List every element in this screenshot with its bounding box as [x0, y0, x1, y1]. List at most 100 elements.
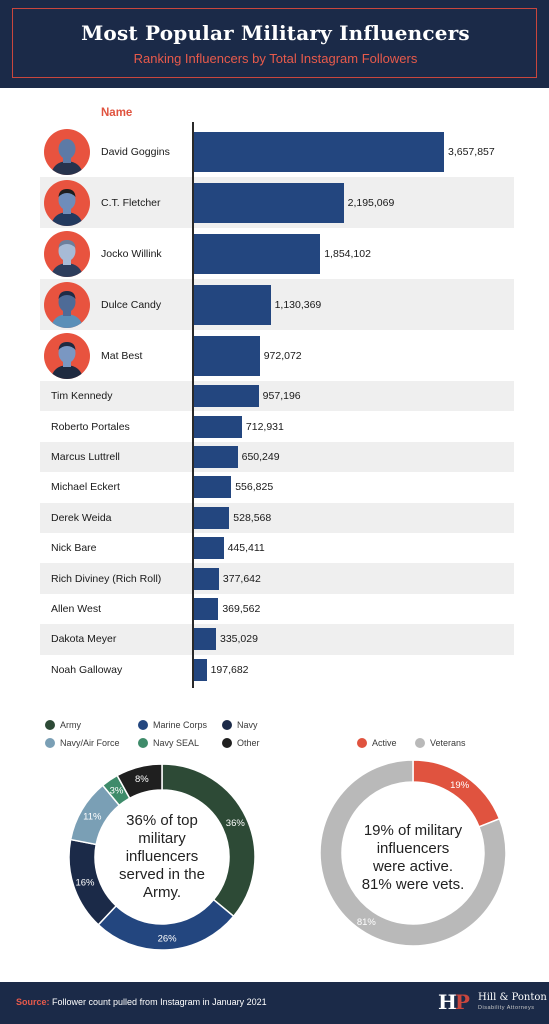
- bar-rich-diviney-rich-roll: [193, 567, 219, 590]
- center-text-line: influencers: [376, 840, 450, 857]
- bar-nick-bare: [193, 537, 224, 560]
- legend-label-other: Other: [237, 738, 260, 748]
- legend-item-other: Other: [222, 738, 260, 748]
- value-label-dulce-candy: 1,130,369: [274, 298, 322, 311]
- legend-swatch-army: [45, 720, 55, 730]
- name-label-tim-kennedy: Tim Kennedy: [51, 390, 113, 403]
- row-rich-diviney-rich-roll: [40, 563, 514, 594]
- bar-dakota-meyer: [193, 628, 216, 651]
- name-label-dulce-candy: Dulce Candy: [101, 298, 162, 311]
- legend-swatch-navy: [222, 720, 232, 730]
- bar-tim-kennedy: [193, 385, 259, 408]
- value-label-rich-diviney-rich-roll: 377,642: [222, 572, 261, 585]
- value-label-dakota-meyer: 335,029: [219, 633, 258, 646]
- value-label-marcus-luttrell: 650,249: [241, 451, 280, 463]
- row-nick-bare: [40, 533, 514, 563]
- avatar-icon: [44, 332, 90, 379]
- name-label-allen-west: Allen West: [51, 603, 101, 615]
- avatar-icon: [44, 179, 90, 226]
- bar-c-t-fletcher: [193, 182, 344, 223]
- legend-item-active: Active: [357, 738, 397, 748]
- row-tim-kennedy: [40, 381, 514, 412]
- row-marcus-luttrell: [40, 441, 514, 473]
- value-label-jocko-willink: 1,854,102: [324, 247, 371, 260]
- legend-label-navy-air-force: Navy/Air Force: [60, 738, 120, 748]
- value-label-roberto-portales: 712,931: [245, 420, 284, 433]
- value-label-david-goggins: 3,657,857: [448, 145, 495, 158]
- donut-slice-veterans: [319, 759, 507, 947]
- donut-label-navy-seal: 3%: [110, 786, 124, 797]
- center-text-line: influencers: [125, 848, 199, 865]
- source-note: Source: Follower count pulled from Insta…: [16, 997, 267, 1007]
- logo-mark-h: H: [438, 990, 457, 1014]
- legend-swatch-marine-corps: [138, 720, 148, 730]
- avatar-icon: [44, 230, 90, 277]
- avatar-icon: [44, 128, 90, 175]
- name-column-header: Name: [101, 107, 133, 119]
- name-label-nick-bare: Nick Bare: [51, 542, 97, 555]
- value-label-derek-weida: 528,568: [233, 511, 272, 524]
- name-label-rich-diviney-rich-roll: Rich Diviney (Rich Roll): [51, 572, 162, 585]
- donut-label-navy: 16%: [75, 878, 95, 889]
- logo-tagline: Disability Attorneys: [478, 1005, 535, 1011]
- company-logo: HP Hill & Ponton Disability Attorneys: [438, 990, 547, 1018]
- name-label-derek-weida: Derek Weida: [51, 511, 112, 524]
- center-text-line: 36% of top: [126, 812, 198, 829]
- source-text: Follower count pulled from Instagram in …: [49, 997, 267, 1007]
- logo-mark: HP: [438, 990, 470, 1014]
- name-label-dakota-meyer: Dakota Meyer: [51, 633, 117, 646]
- bar-chart-axis: [192, 122, 194, 688]
- avatar-icon: [44, 281, 90, 328]
- name-label-marcus-luttrell: Marcus Luttrell: [51, 451, 120, 463]
- legend-item-navy-seal: Navy SEAL: [138, 738, 199, 748]
- legend-label-navy: Navy: [237, 720, 258, 730]
- row-dulce-candy: [40, 279, 514, 330]
- page-subtitle: Ranking Influencers by Total Instagram F…: [133, 51, 418, 66]
- value-label-allen-west: 369,562: [222, 603, 261, 615]
- bar-marcus-luttrell: [193, 446, 238, 468]
- legend-item-army: Army: [45, 720, 81, 730]
- bar-allen-west: [193, 598, 219, 620]
- logo-mark-p: P: [454, 990, 470, 1014]
- value-label-michael-eckert: 556,825: [235, 481, 274, 494]
- legend-label-active: Active: [372, 738, 397, 748]
- bar-roberto-portales: [193, 415, 242, 438]
- legend-swatch-other: [222, 738, 232, 748]
- legend-swatch-navy-seal: [138, 738, 148, 748]
- center-text-line: 81% were vets.: [361, 876, 465, 893]
- bar-dulce-candy: [193, 284, 271, 325]
- logo-name: Hill & Ponton: [478, 992, 547, 1003]
- row-derek-weida: [40, 502, 514, 533]
- legend-item-marine-corps: Marine Corps: [138, 720, 207, 730]
- followers-bar-chart: David Goggins 3,657,857 C.T. Fletcher 2,195…: [40, 128, 514, 681]
- center-text-line: military: [138, 830, 186, 847]
- value-label-c-t-fletcher: 2,195,069: [347, 196, 395, 209]
- bar-michael-eckert: [193, 476, 232, 499]
- value-label-mat-best: 972,072: [263, 349, 302, 362]
- header-banner: Most Popular Military Influencers Rankin…: [0, 0, 549, 88]
- row-dakota-meyer: [40, 624, 514, 655]
- name-label-michael-eckert: Michael Eckert: [51, 481, 120, 494]
- bar-jocko-willink: [193, 233, 321, 274]
- bar-mat-best: [193, 335, 260, 376]
- donut-label-marine-corps: 26%: [158, 933, 178, 944]
- service-branch-center-text: 36% of top military influencers served in t…: [102, 812, 222, 902]
- name-label-mat-best: Mat Best: [101, 349, 143, 362]
- status-donut: 19% 81%: [319, 759, 507, 947]
- center-text-line: 19% of military: [363, 822, 463, 839]
- legend-label-marine-corps: Marine Corps: [153, 720, 208, 730]
- name-label-noah-galloway: Noah Galloway: [51, 663, 123, 676]
- name-label-jocko-willink: Jocko Willink: [101, 247, 162, 260]
- donut-slice-other: [116, 763, 163, 800]
- legend-item-navy-air-force: Navy/Air Force: [45, 738, 120, 748]
- bar-derek-weida: [193, 506, 230, 529]
- bar-noah-galloway: [193, 658, 207, 681]
- row-allen-west: [40, 594, 514, 624]
- bar-david-goggins: [193, 131, 444, 172]
- donut-label-navy-air-force: 11%: [83, 811, 102, 822]
- donut-label-veterans: 81%: [357, 917, 377, 928]
- legend-item-veterans: Veterans: [415, 738, 466, 748]
- donut-label-active: 19%: [450, 780, 470, 791]
- page-title: Most Popular Military Influencers: [81, 21, 470, 45]
- center-text-line: were active.: [372, 858, 454, 875]
